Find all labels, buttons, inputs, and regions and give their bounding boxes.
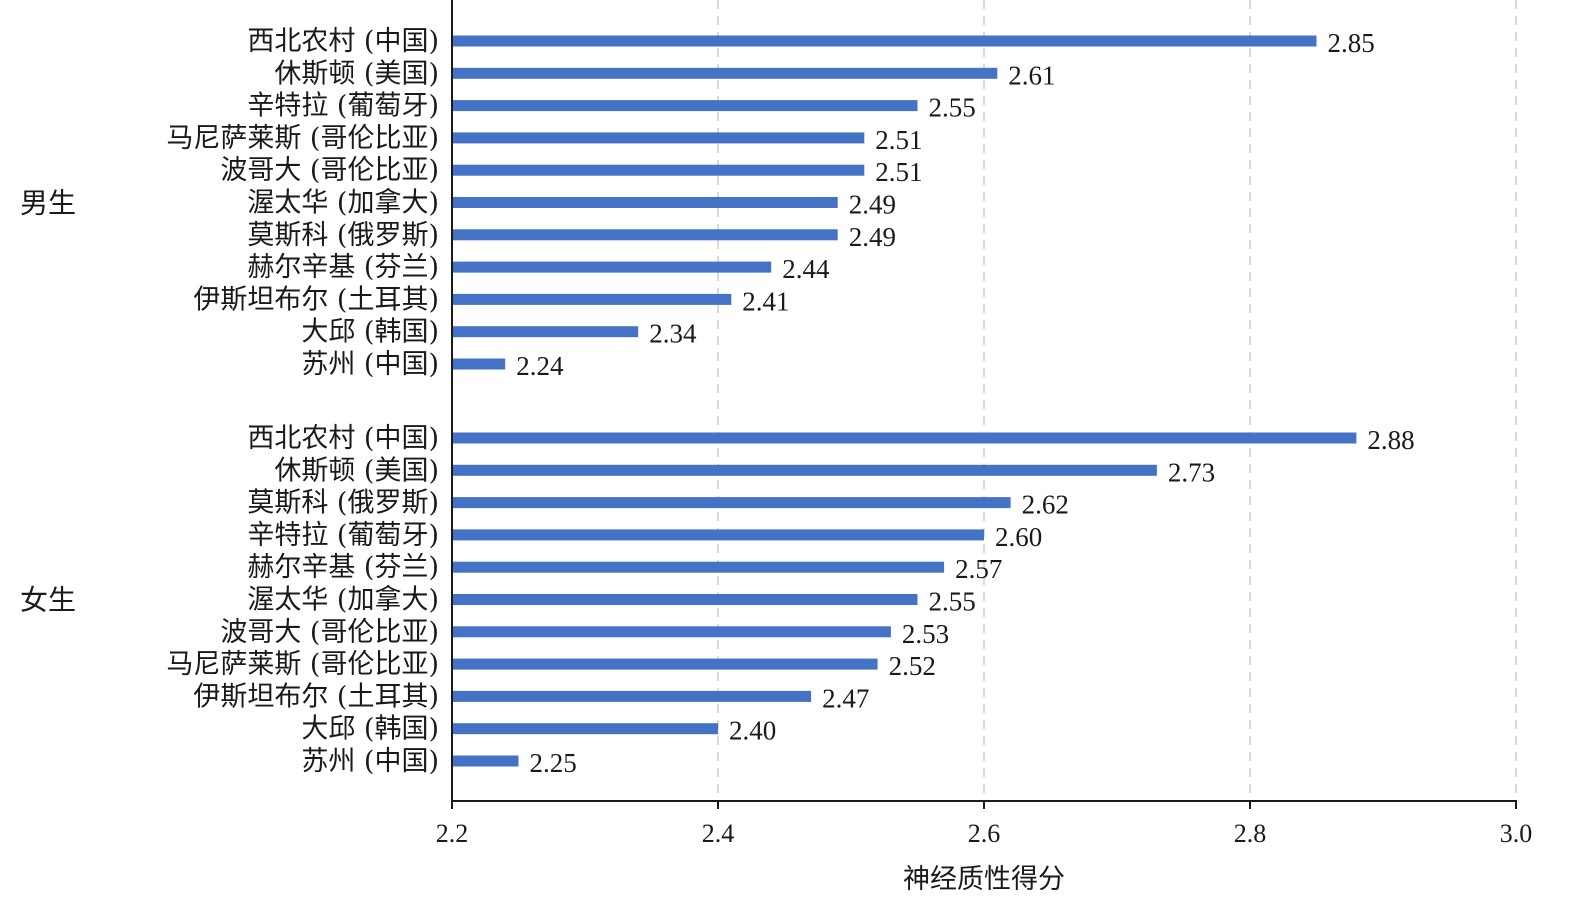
bar [452, 529, 984, 541]
category-label: 莫斯科 (俄罗斯) [247, 488, 439, 519]
bar [452, 561, 945, 573]
group-label: 男生 [20, 187, 76, 220]
group-label: 女生 [20, 584, 76, 617]
category-label: 辛特拉 (葡萄牙) [247, 91, 439, 122]
category-label: 赫尔辛基 (芬兰) [247, 252, 439, 283]
value-label: 2.51 [875, 157, 922, 187]
category-label: 苏州 (中国) [301, 349, 439, 380]
bar [452, 197, 838, 208]
category-label: 大邱 (韩国) [301, 317, 439, 348]
category-label: 休斯顿 (美国) [274, 455, 439, 486]
category-label: 西北农村 (中国) [247, 26, 439, 57]
bar [452, 594, 918, 605]
value-label: 2.44 [782, 254, 830, 284]
bar [452, 132, 865, 144]
bar [452, 261, 772, 273]
category-label: 渥太华 (加拿大) [247, 188, 439, 219]
labels: 西北农村 (中国) 2.85 休斯顿 (美国) 2.61 辛特拉 (葡萄牙) 2.55 马尼… [20, 26, 1415, 778]
bar [452, 658, 878, 670]
bar [452, 755, 519, 767]
bar [452, 326, 639, 338]
value-label: 2.62 [1022, 490, 1069, 520]
bar [452, 497, 1011, 509]
category-label: 赫尔辛基 (芬兰) [247, 552, 439, 583]
x-tick-label: 2.6 [968, 819, 1001, 848]
value-label: 2.49 [849, 190, 896, 220]
category-label: 马尼萨莱斯 (哥伦比亚) [166, 649, 439, 680]
value-label: 2.73 [1168, 457, 1215, 487]
value-label: 2.25 [530, 748, 577, 778]
value-label: 2.61 [1008, 60, 1055, 90]
category-label: 伊斯坦布尔 (土耳其) [193, 681, 439, 712]
value-label: 2.49 [849, 222, 896, 252]
value-label: 2.85 [1328, 28, 1375, 58]
category-label: 莫斯科 (俄罗斯) [247, 220, 439, 251]
grid-lines [717, 0, 1517, 801]
bar [452, 626, 891, 638]
x-tick-label: 3.0 [1500, 819, 1533, 848]
category-label: 休斯顿 (美国) [274, 58, 439, 89]
value-label: 2.40 [729, 716, 776, 746]
x-tick-label: 2.8 [1234, 819, 1267, 848]
value-label: 2.52 [889, 651, 936, 681]
category-label: 苏州 (中国) [301, 746, 439, 777]
value-label: 2.57 [955, 554, 1002, 584]
bar [452, 723, 718, 735]
value-label: 2.60 [995, 522, 1042, 552]
bar [452, 35, 1317, 47]
x-tick-label: 2.2 [436, 819, 469, 848]
axes: 2.2 2.4 2.6 2.8 3.0 [436, 0, 1533, 848]
bar [452, 67, 998, 79]
category-label: 波哥大 (哥伦比亚) [220, 155, 439, 186]
value-label: 2.47 [822, 683, 869, 713]
category-label: 辛特拉 (葡萄牙) [247, 520, 439, 551]
bar [452, 358, 506, 370]
category-label: 大邱 (韩国) [301, 714, 439, 745]
category-label: 马尼萨莱斯 (哥伦比亚) [166, 123, 439, 154]
bar [452, 293, 732, 305]
bars [452, 35, 1357, 767]
value-label: 2.51 [875, 125, 922, 155]
bar [452, 690, 812, 702]
category-label: 伊斯坦布尔 (土耳其) [193, 284, 439, 315]
bar [452, 100, 918, 112]
x-tick-label: 2.4 [702, 819, 735, 848]
x-axis-title: 神经质性得分 [903, 864, 1065, 895]
value-label: 2.24 [516, 351, 564, 381]
value-label: 2.41 [742, 286, 789, 316]
value-label: 2.55 [929, 93, 976, 123]
category-label: 波哥大 (哥伦比亚) [220, 617, 439, 648]
value-label: 2.53 [902, 619, 949, 649]
category-label: 西北农村 (中国) [247, 423, 439, 454]
value-label: 2.55 [929, 587, 976, 617]
value-label: 2.34 [649, 319, 697, 349]
bar [452, 229, 838, 241]
bar [452, 464, 1157, 476]
value-label: 2.88 [1367, 425, 1414, 455]
bar [452, 164, 865, 176]
bar [452, 432, 1357, 444]
category-label: 渥太华 (加拿大) [247, 585, 439, 616]
